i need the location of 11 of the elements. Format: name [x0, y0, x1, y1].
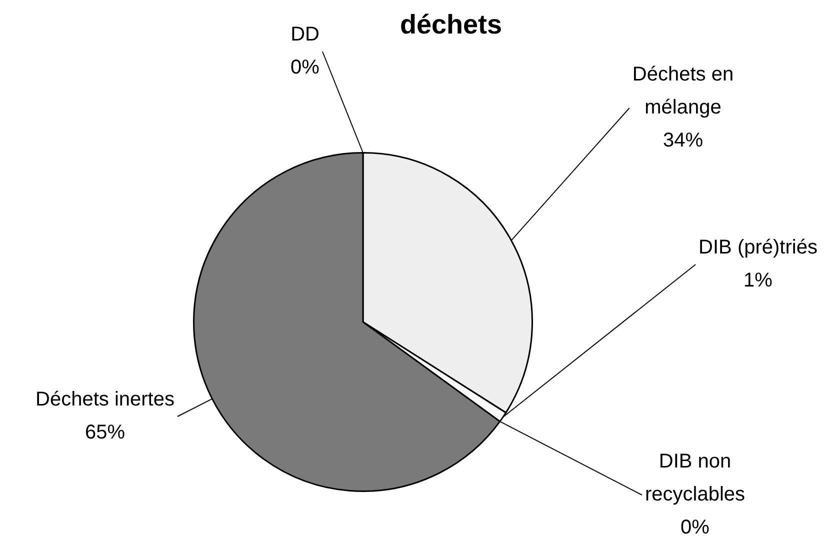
slice-label: DIB (pré)triés	[698, 236, 818, 259]
slice-label: Déchets inertes	[36, 388, 174, 411]
category-label: DIB non recyclables	[644, 450, 746, 506]
text: 0%	[290, 56, 320, 79]
text: 0%	[680, 516, 710, 539]
category-label: DD	[290, 24, 320, 46]
data-label: 1%	[744, 270, 773, 292]
data-label: 34%	[662, 130, 704, 152]
data-label: 65%	[84, 422, 126, 444]
slice-label: Déchets en mélange	[632, 64, 734, 119]
chart-title: déchets	[400, 9, 502, 40]
